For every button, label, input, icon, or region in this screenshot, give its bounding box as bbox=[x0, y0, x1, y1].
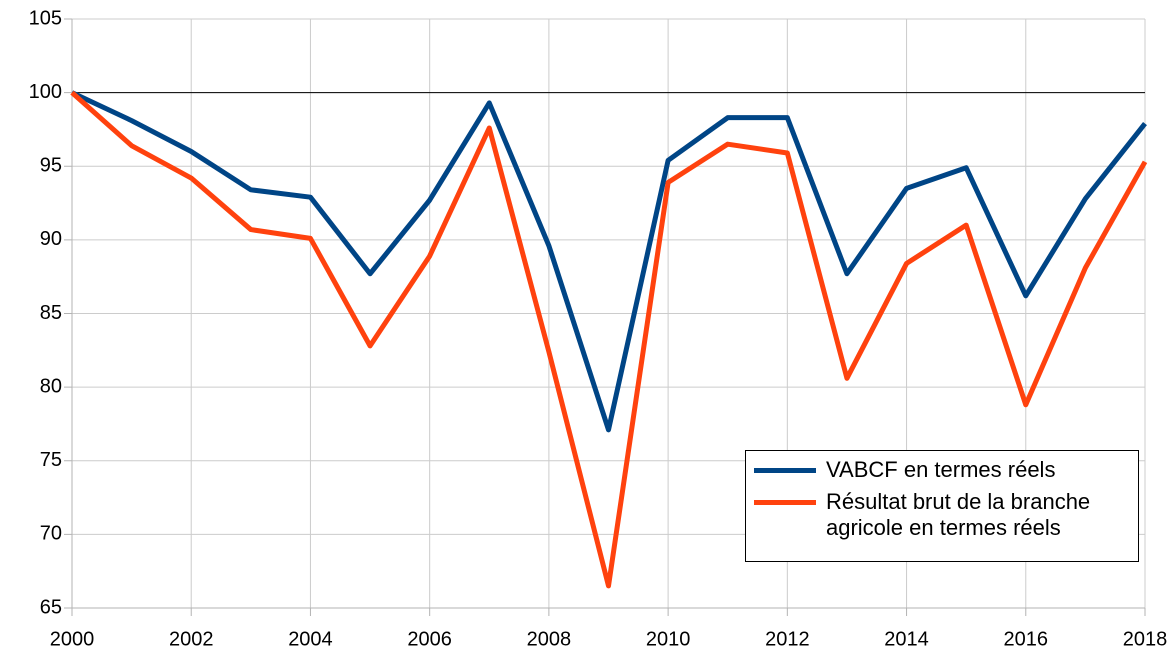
x-tick-label: 2018 bbox=[1123, 628, 1168, 650]
x-tick-label: 2014 bbox=[884, 628, 929, 650]
y-tick-label: 70 bbox=[40, 523, 62, 545]
y-tick-label: 85 bbox=[40, 302, 62, 324]
x-tick-label: 2016 bbox=[1004, 628, 1049, 650]
y-tick-label: 95 bbox=[40, 155, 62, 177]
y-tick-label: 75 bbox=[40, 449, 62, 471]
line bbox=[70, 90, 1148, 589]
legend-swatch bbox=[754, 468, 816, 473]
y-tick-label: 65 bbox=[40, 596, 62, 618]
x-tick-label: 2002 bbox=[169, 628, 214, 650]
legend-item: VABCF en termes réels bbox=[754, 457, 1130, 483]
legend-item: Résultat brut de la branche agricole en … bbox=[754, 489, 1130, 541]
legend-label: Résultat brut de la branche agricole en … bbox=[826, 489, 1091, 540]
legend-label: VABCF en termes réels bbox=[826, 457, 1056, 482]
y-tick-label: 100 bbox=[29, 81, 62, 103]
line bbox=[70, 90, 1147, 433]
x-tick-label: 2000 bbox=[50, 628, 95, 650]
x-tick-label: 2006 bbox=[407, 628, 452, 650]
y-tick-label: 105 bbox=[29, 7, 62, 29]
x-tick-label: 2008 bbox=[527, 628, 572, 650]
x-tick-label: 2010 bbox=[646, 628, 691, 650]
legend: VABCF en termes réels Résultat brut de la… bbox=[745, 450, 1139, 562]
x-tick-label: 2004 bbox=[288, 628, 333, 650]
y-tick-label: 90 bbox=[40, 228, 62, 250]
y-tick-label: 80 bbox=[40, 375, 62, 397]
x-tick-label: 2012 bbox=[765, 628, 810, 650]
legend-swatch bbox=[754, 500, 816, 505]
